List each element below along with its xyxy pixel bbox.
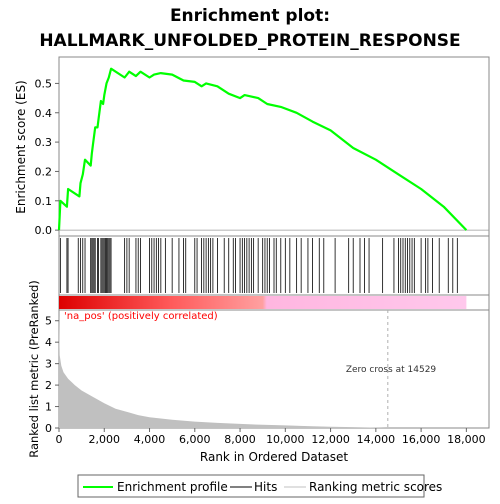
chart-title-line2: HALLMARK_UNFOLDED_PROTEIN_RESPONSE	[39, 31, 460, 51]
es-y-tick-label: 0.2	[35, 165, 53, 178]
x-tick-label: 12,000	[311, 433, 350, 446]
es-y-tick-label: 0.0	[35, 224, 53, 237]
x-tick-label: 18,000	[447, 433, 486, 446]
metric-y-tick-label: 2	[45, 379, 52, 392]
es-y-tick-label: 0.3	[35, 136, 53, 149]
es-panel	[58, 56, 490, 237]
es-y-tick-label: 0.4	[35, 107, 53, 120]
chart-title-line1: Enrichment plot:	[170, 6, 330, 26]
x-tick-label: 16,000	[402, 433, 441, 446]
legend-metric-label: Ranking metric scores	[309, 480, 442, 494]
x-tick-label: 6,000	[179, 433, 211, 446]
metric-y-tick-label: 4	[45, 336, 52, 349]
metric-y-tick-label: 1	[45, 401, 52, 414]
es-y-axis-label: Enrichment score (ES)	[14, 80, 28, 213]
metric-y-axis-label: Ranked list metric (PreRanked)	[27, 280, 41, 458]
es-profile-line	[57, 67, 468, 231]
legend-box	[77, 474, 425, 498]
x-tick-label: 2,000	[89, 433, 121, 446]
x-tick-label: 14,000	[357, 433, 396, 446]
metric-y-tick-label: 0	[45, 422, 52, 435]
legend-enrichment-label: Enrichment profile	[117, 480, 228, 494]
x-tick-label: 8,000	[224, 433, 256, 446]
zero-cross-label: Zero cross at 14529	[346, 365, 437, 375]
x-tick-label: 4,000	[134, 433, 166, 446]
metric-y-tick-label: 3	[45, 358, 52, 371]
x-tick-label: 10,000	[266, 433, 305, 446]
metric-panel	[58, 309, 490, 429]
ranking-metric-area	[59, 314, 388, 428]
x-axis-label: Rank in Ordered Dataset	[200, 450, 348, 464]
metric-y-tick-label: 5	[45, 315, 52, 328]
es-y-tick-label: 0.1	[35, 195, 53, 208]
positive-correlation-label: 'na_pos' (positively correlated)	[64, 311, 218, 322]
correlation-band	[59, 296, 467, 309]
x-tick-label: 0	[56, 433, 63, 446]
legend-hits-label: Hits	[254, 480, 277, 494]
es-y-tick-label: 0.5	[35, 77, 53, 90]
